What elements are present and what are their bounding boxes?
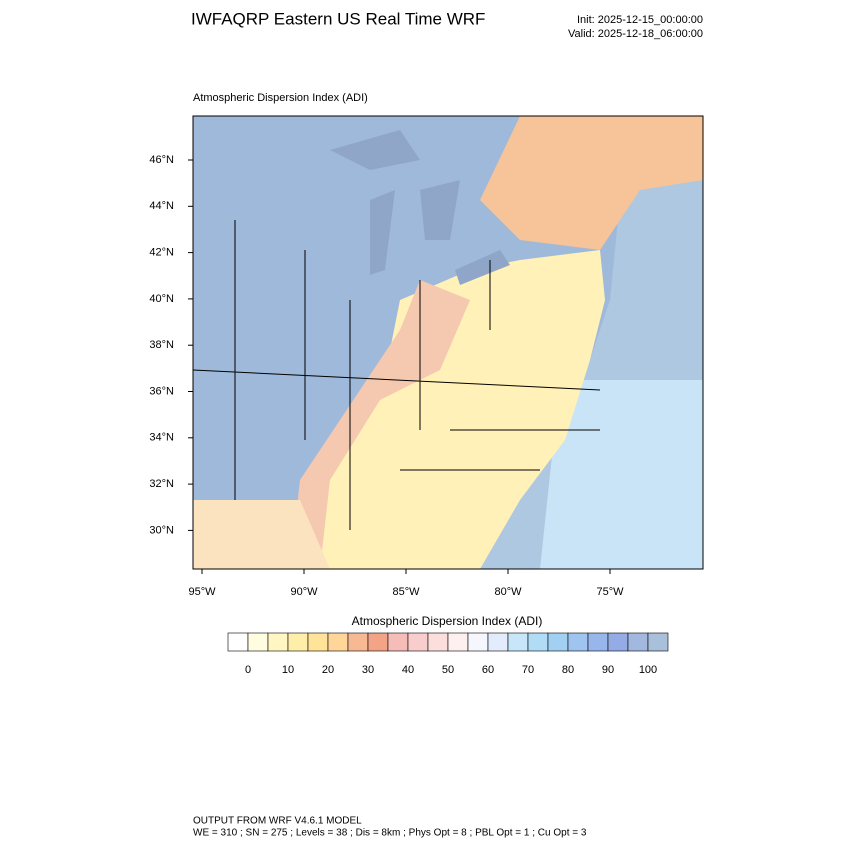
colorbar-title: Atmospheric Dispersion Index (ADI) — [352, 614, 543, 628]
title: IWFAQRP Eastern US Real Time WRF — [191, 9, 485, 28]
colorbar-label: 50 — [442, 664, 454, 676]
colorbar-label: 90 — [602, 664, 614, 676]
colorbar-box — [327, 632, 349, 652]
colorbar-label: 30 — [362, 664, 374, 676]
lon-label: 90°W — [290, 586, 318, 598]
colorbar-label: 100 — [639, 664, 657, 676]
lon-label: 85°W — [392, 586, 420, 598]
colorbar-box — [527, 632, 549, 652]
colorbar-box — [547, 632, 569, 652]
colorbar-label: 40 — [402, 664, 414, 676]
colorbar-box — [227, 632, 249, 652]
lat-label: 38°N — [149, 339, 174, 351]
colorbar-box — [607, 632, 629, 652]
colorbar-label: 70 — [522, 664, 534, 676]
lat-label: 34°N — [149, 432, 174, 444]
colorbar-box — [467, 632, 489, 652]
colorbar-label: 0 — [245, 664, 251, 676]
colorbar-box — [307, 632, 329, 652]
lon-label: 75°W — [596, 586, 624, 598]
colorbar-box — [487, 632, 509, 652]
lon-label: 95°W — [188, 586, 216, 598]
footer-line: OUTPUT FROM WRF V4.6.1 MODEL — [193, 816, 362, 827]
colorbar-box — [407, 632, 429, 652]
colorbar-box — [287, 632, 309, 652]
lat-label: 42°N — [149, 247, 174, 259]
footer-line: WE = 310 ; SN = 275 ; Levels = 38 ; Dis … — [193, 828, 587, 839]
colorbar-label: 80 — [562, 664, 574, 676]
lat-label: 44°N — [149, 200, 174, 212]
init-time: Init: 2025-12-15_00:00:00 — [577, 14, 703, 26]
colorbar-box — [387, 632, 409, 652]
colorbar-box — [427, 632, 449, 652]
lat-label: 36°N — [149, 385, 174, 397]
colorbar-box — [247, 632, 269, 652]
colorbar-label: 60 — [482, 664, 494, 676]
colorbar-box — [267, 632, 289, 652]
colorbar-label: 10 — [282, 664, 294, 676]
colorbar-box — [447, 632, 469, 652]
map — [192, 115, 704, 570]
colorbar-box — [627, 632, 649, 652]
colorbar-box — [647, 632, 669, 652]
colorbar: 0 10 20 30 40 50 60 70 80 90 100 — [227, 632, 669, 676]
colorbar-label: 20 — [322, 664, 334, 676]
colorbar-box — [347, 632, 369, 652]
colorbar-box — [507, 632, 529, 652]
lat-label: 40°N — [149, 293, 174, 305]
colorbar-box — [367, 632, 389, 652]
lat-label: 30°N — [149, 524, 174, 536]
lon-label: 80°W — [494, 586, 522, 598]
colorbar-box — [567, 632, 589, 652]
lat-label: 32°N — [149, 478, 174, 490]
map-title: Atmospheric Dispersion Index (ADI) — [193, 92, 368, 104]
lat-label: 46°N — [149, 154, 174, 166]
colorbar-box — [587, 632, 609, 652]
valid-time: Valid: 2025-12-18_06:00:00 — [568, 28, 703, 40]
